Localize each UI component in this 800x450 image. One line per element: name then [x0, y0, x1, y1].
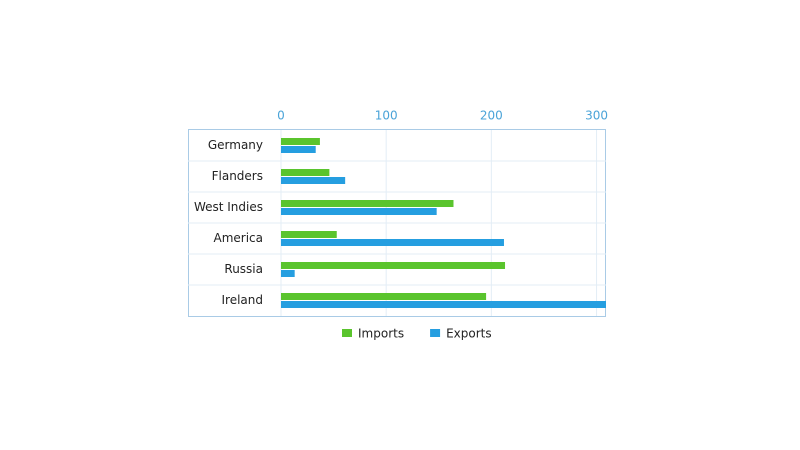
bar — [281, 239, 504, 246]
x-tick-label: 200 — [480, 109, 503, 123]
legend-label: Exports — [446, 327, 492, 341]
bar — [281, 301, 606, 308]
y-tick-label: Russia — [224, 262, 263, 276]
y-tick-label: Germany — [208, 138, 263, 152]
bar — [281, 231, 337, 238]
y-tick-label: America — [214, 231, 264, 245]
x-tick-label: 100 — [375, 109, 398, 123]
bar — [281, 169, 330, 176]
bar — [281, 177, 346, 184]
bar — [281, 293, 487, 300]
bar — [281, 146, 316, 153]
x-tick-label: 300 — [585, 109, 608, 123]
legend-swatch — [430, 329, 441, 337]
legend-label: Imports — [358, 327, 404, 341]
bar — [281, 208, 437, 215]
y-tick-label: West Indies — [194, 200, 263, 214]
y-tick-label: Flanders — [212, 169, 263, 183]
bar — [281, 200, 454, 207]
bar — [281, 270, 295, 277]
x-tick-label: 0 — [277, 109, 285, 123]
y-tick-label: Ireland — [221, 293, 263, 307]
bar — [281, 262, 506, 269]
bar — [281, 138, 320, 145]
legend-swatch — [342, 329, 352, 337]
